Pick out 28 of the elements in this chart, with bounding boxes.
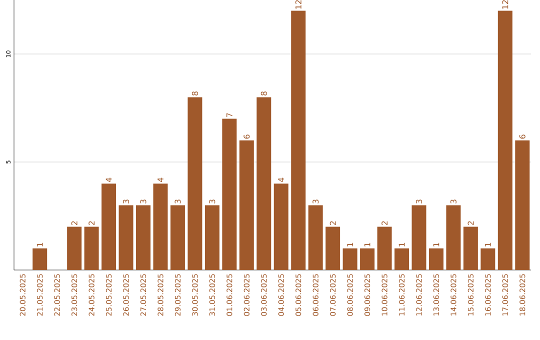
bar <box>188 97 202 270</box>
bar <box>360 248 375 270</box>
bar <box>308 205 323 270</box>
bar <box>498 10 512 270</box>
bar <box>515 140 530 270</box>
bar <box>136 205 150 270</box>
bar <box>222 118 237 270</box>
bar <box>170 205 185 270</box>
bar <box>446 205 461 270</box>
bar <box>153 184 168 270</box>
bar <box>67 226 82 270</box>
bar <box>428 248 444 270</box>
bar <box>102 184 116 270</box>
bar <box>480 248 496 270</box>
bar <box>84 226 99 270</box>
bar <box>377 226 392 270</box>
bar <box>118 205 134 270</box>
bar <box>291 10 306 270</box>
bar <box>239 140 254 270</box>
bar <box>256 97 272 270</box>
bar <box>412 205 426 270</box>
bar <box>342 248 358 270</box>
bar <box>204 205 220 270</box>
bar <box>463 226 478 270</box>
bar <box>274 184 288 270</box>
bar <box>394 248 410 270</box>
bar <box>32 248 48 270</box>
bar <box>326 226 340 270</box>
